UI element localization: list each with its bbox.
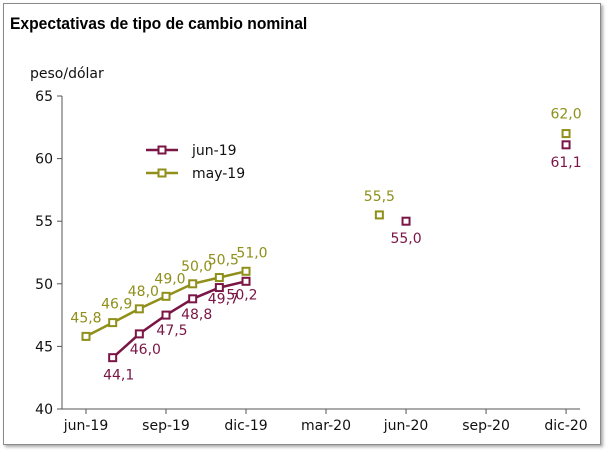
data-point	[561, 140, 571, 150]
x-tick-label: jun-20	[383, 418, 429, 434]
y-tick-label: 45	[35, 339, 53, 355]
data-labels: 44,1 46,0 47,548,849,750,2 55,0 61,1 45,846,9…	[70, 107, 581, 384]
data-point	[561, 129, 571, 139]
x-tick-label: dic-19	[224, 418, 267, 434]
chart-frame	[3, 3, 601, 445]
x-tick-label: sep-19	[142, 418, 190, 434]
legend-marker	[157, 145, 167, 155]
data-point	[161, 291, 171, 301]
x-tick-label: mar-20	[301, 418, 351, 434]
x-tick-label: jun-19	[63, 418, 109, 434]
data-label: 45,8	[70, 310, 101, 326]
data-point	[188, 294, 198, 304]
data-point	[241, 266, 251, 276]
data-label: 55,5	[364, 189, 395, 205]
data-label: 50,0	[181, 259, 212, 275]
data-point	[401, 216, 411, 226]
chart-title: Expectativas de tipo de cambio nominal	[10, 14, 308, 33]
series-markers	[81, 129, 571, 363]
y-tick-label: 65	[35, 89, 53, 105]
data-label: 49,7	[208, 292, 239, 308]
data-point	[214, 283, 224, 293]
data-point	[108, 318, 118, 328]
data-point	[134, 329, 144, 339]
data-label: 51,0	[236, 245, 267, 261]
y-axis-title: peso/dólar	[30, 66, 104, 82]
data-label: 50,2	[226, 287, 257, 303]
y-tick-label: 50	[35, 277, 53, 293]
data-point	[188, 279, 198, 289]
y-tick-label: 40	[35, 402, 53, 418]
y-tick-label: 60	[35, 152, 53, 168]
data-label: 61,1	[550, 155, 581, 171]
data-label: 47,5	[156, 323, 187, 339]
axes: 40 45 50 55 60 65 jun-19 sep-19 dic-19 mar-20 jun-…	[35, 89, 588, 434]
data-point	[374, 210, 384, 220]
x-tick-label: dic-20	[544, 418, 587, 434]
data-point	[81, 331, 91, 341]
data-point	[134, 304, 144, 314]
legend: jun-19 may-19	[146, 143, 245, 182]
data-label: 50,5	[208, 253, 239, 269]
legend-label: may-19	[192, 166, 245, 182]
data-label: 62,0	[550, 107, 581, 123]
data-label: 48,0	[128, 284, 159, 300]
data-label: 55,0	[390, 231, 421, 247]
legend-marker	[157, 168, 167, 178]
data-point	[214, 273, 224, 283]
data-point	[161, 310, 171, 320]
legend-label: jun-19	[191, 143, 237, 159]
data-label: 46,0	[130, 342, 161, 358]
data-point	[241, 276, 251, 286]
data-label: 46,9	[101, 297, 132, 313]
data-label: 48,8	[181, 307, 212, 323]
y-tick-label: 55	[35, 214, 53, 230]
data-label: 44,1	[103, 368, 134, 384]
data-label: 49,0	[154, 271, 185, 287]
data-point	[108, 353, 118, 363]
x-tick-label: sep-20	[462, 418, 510, 434]
